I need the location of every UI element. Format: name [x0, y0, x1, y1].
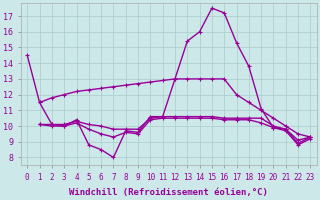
X-axis label: Windchill (Refroidissement éolien,°C): Windchill (Refroidissement éolien,°C) — [69, 188, 268, 197]
